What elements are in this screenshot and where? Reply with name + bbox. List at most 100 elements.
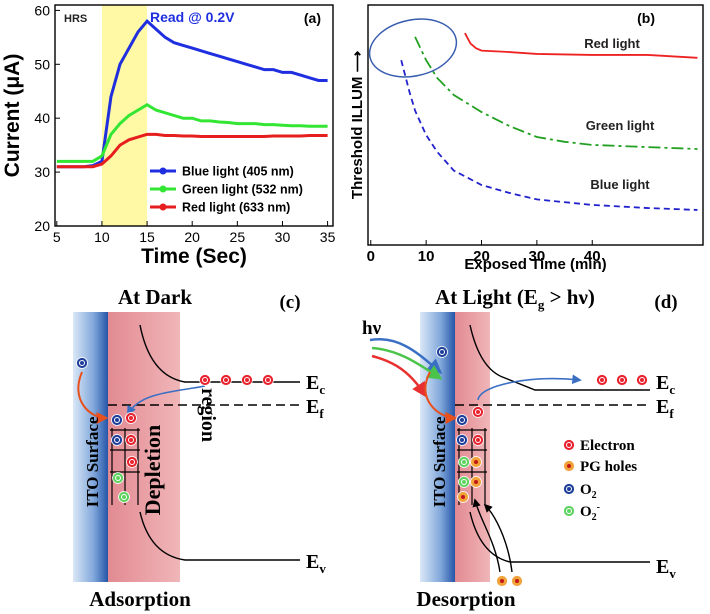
particle-core	[474, 480, 478, 484]
y-axis-label: Threshold ILLUM ⟶	[349, 50, 366, 199]
legend-marker	[159, 167, 167, 175]
photon-label: hν	[362, 318, 382, 339]
series-line	[56, 102, 328, 163]
plot-frame	[367, 4, 704, 246]
particle-core	[461, 495, 465, 499]
x-tick-label: 0	[367, 248, 375, 265]
particle-core	[461, 459, 467, 465]
valence-band	[469, 511, 650, 563]
particle-core	[121, 494, 127, 500]
y-tick-label: 50	[34, 56, 50, 72]
electron-arrow	[477, 374, 582, 401]
oxygen	[111, 414, 123, 426]
process-label: Desorption	[416, 587, 515, 611]
x-tick-label: 40	[584, 248, 601, 265]
chart: 5 10 15 20 25 30 35 20 30 40 50 60 (a) Time (Sec) Curr…	[1, 2, 336, 268]
hole-arrow	[472, 498, 501, 573]
series-line	[464, 32, 698, 59]
plot-frame	[54, 4, 334, 227]
particle-core	[599, 377, 605, 383]
capture-arrow	[424, 371, 458, 424]
particle-core	[79, 360, 85, 366]
x-axis-label: Exposed Time (min)	[464, 256, 606, 273]
diagram-title: At Dark	[118, 285, 192, 309]
legend-label: PG holes	[580, 459, 637, 475]
diagram-title: At Light (Eg > hν)	[435, 285, 595, 312]
x-tick-label: 30	[529, 248, 546, 265]
electron	[472, 406, 484, 418]
electron-arrow	[127, 385, 206, 416]
particle-core	[223, 377, 229, 383]
particle-core	[567, 464, 571, 468]
oxygen	[118, 491, 130, 503]
particle-core	[474, 460, 478, 464]
particle-core	[459, 417, 465, 423]
oxygen	[456, 414, 468, 426]
x-axis-label: Time (Sec)	[141, 245, 247, 268]
oxygen	[456, 434, 468, 446]
legend-label: Red light (633 nm)	[182, 201, 290, 215]
y-tick-label: 40	[34, 110, 50, 126]
panel-label: (c)	[279, 292, 300, 313]
series-label: Blue light	[590, 177, 650, 192]
legend-label: Electron	[580, 438, 635, 454]
particle-core	[128, 415, 134, 421]
band-label: Ec	[656, 372, 675, 397]
depletion-layer	[108, 312, 180, 582]
highlight-ellipse	[368, 18, 458, 78]
particle-core	[244, 377, 250, 383]
particle-core	[515, 579, 519, 583]
particle-core	[475, 437, 481, 443]
series-line	[400, 59, 698, 211]
particle-core	[115, 475, 121, 481]
diagram-d: At Light (Eg > hν) (d) hν Ec Ef Ev ITO S…	[362, 285, 678, 611]
x-tick-label: 15	[139, 229, 155, 245]
surface-label: ITO Surface	[430, 416, 449, 507]
x-tick-label: 20	[473, 248, 490, 265]
y-axis-label: Current (μA)	[1, 54, 24, 178]
band-label: Ef	[306, 396, 324, 421]
legend-label: O2	[580, 482, 597, 501]
oxygen	[458, 456, 470, 468]
oxygen	[458, 476, 470, 488]
particle-core	[619, 377, 625, 383]
charts: 5 10 15 20 25 30 35 20 30 40 50 60 (a) Time (Sec) Curr…	[1, 2, 704, 273]
band-label: Ef	[656, 396, 674, 421]
particle-core	[202, 377, 208, 383]
x-tick-label: 20	[184, 229, 200, 245]
series-label: Green light	[586, 118, 655, 133]
annotation: Read @ 0.2V	[150, 9, 235, 25]
x-tick-label: 10	[418, 248, 435, 265]
particle-core	[566, 508, 572, 514]
electron	[596, 374, 608, 386]
x-tick-label: 10	[94, 229, 110, 245]
electron	[563, 439, 575, 451]
series-line	[56, 132, 328, 169]
ito-layer	[73, 312, 108, 582]
legend-marker	[159, 203, 167, 211]
process-label: Adsorption	[89, 587, 191, 611]
electron	[262, 374, 274, 386]
x-tick-label: 25	[230, 229, 246, 245]
band-label: Ev	[656, 556, 676, 581]
electron	[636, 374, 648, 386]
band-label: Ec	[306, 372, 325, 397]
light-arrow	[371, 354, 427, 398]
oxygen	[436, 346, 448, 358]
oxygen	[563, 505, 575, 517]
particle-core	[461, 479, 467, 485]
particle-core	[475, 409, 481, 415]
particle-core	[500, 579, 504, 583]
particle-core	[129, 459, 135, 465]
particle-core	[114, 437, 120, 443]
panel-label: (b)	[637, 10, 655, 26]
particle-core	[459, 437, 465, 443]
annotation: HRS	[64, 13, 87, 25]
oxygen	[563, 483, 575, 495]
ito-layer	[420, 312, 455, 582]
electron	[125, 434, 137, 446]
chart: 0 10 20 30 40 (b) Exposed Time (min) Threshold …	[349, 4, 704, 273]
electron	[125, 412, 137, 424]
particle-core	[128, 437, 134, 443]
